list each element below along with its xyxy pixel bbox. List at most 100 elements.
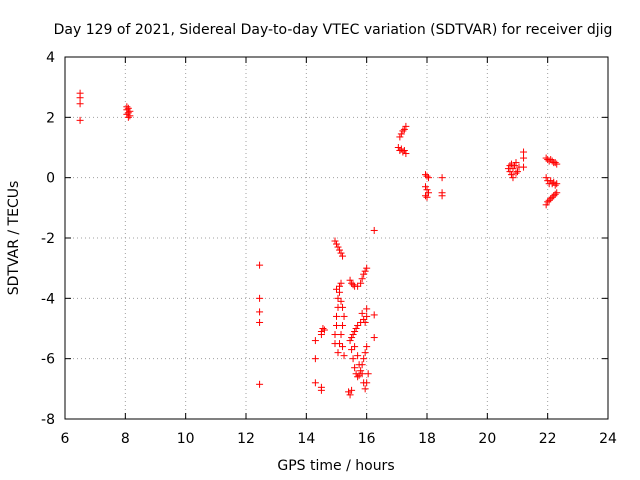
y-tick-label: 0 [46,171,55,187]
data-point [544,198,552,206]
data-point [319,325,327,332]
data-point [339,321,347,329]
data-point [363,379,371,387]
data-point [349,281,357,289]
data-point [336,282,344,290]
data-point [256,261,264,269]
data-point [402,150,410,158]
data-point [256,380,264,388]
data-point [400,125,408,133]
y-axis-label: SDTVAR / TECUs [6,181,22,296]
data-point [76,100,84,108]
data-point [512,169,520,177]
data-point [336,246,344,254]
data-point [548,193,556,201]
data-point [352,325,360,332]
data-point [333,240,340,248]
y-tick-label: 4 [46,50,55,66]
data-point [317,386,325,394]
data-point [349,355,357,363]
data-point [339,303,347,311]
data-point [421,171,429,179]
data-point [363,264,371,272]
data-point [351,364,359,372]
data-point [357,367,365,375]
data-point [507,171,515,179]
data-point [396,133,404,141]
data-point [334,349,342,357]
grid [65,57,608,419]
data-point [361,318,369,326]
data-point [512,159,520,167]
data-point [370,334,378,342]
data-point [370,226,378,234]
data-point [506,168,514,176]
data-point [400,147,408,155]
data-point [346,276,354,284]
data-point [547,177,555,185]
data-point [346,391,354,399]
data-point [438,174,446,182]
data-point [399,148,407,156]
data-point [402,122,410,130]
y-tick-label: -4 [41,291,55,307]
data-point [348,279,356,287]
data-point [394,144,402,151]
y-tick-label: -8 [41,412,55,428]
data-point [514,168,521,176]
data-point [354,373,362,381]
data-point [363,312,371,320]
data-point [360,270,368,278]
data-point [333,312,340,320]
x-tick-label: 18 [418,431,436,447]
data-point [550,192,558,200]
data-point [317,331,325,339]
data-point [358,309,366,317]
data-point [357,279,365,287]
data-point [352,370,360,378]
data-point [351,343,359,351]
data-point [348,346,356,354]
data-point [506,162,514,170]
data-point [123,110,131,118]
data-point [331,331,339,339]
data-point [363,305,371,313]
data-point [509,165,517,173]
data-point [333,285,340,293]
data-points [76,89,561,399]
data-point [364,370,372,378]
data-point [256,318,264,326]
data-point [354,321,362,329]
data-point [334,294,342,302]
data-point [337,249,345,257]
data-point [311,379,319,387]
data-point [421,192,429,200]
data-point [311,337,319,345]
y-tick-label: -2 [41,231,55,247]
data-point [397,130,405,138]
data-point [361,349,369,357]
data-point [542,174,550,182]
data-point [337,331,345,339]
data-point [126,112,134,120]
data-point [320,326,328,334]
data-point [339,252,347,260]
data-point [550,178,558,186]
data-point [399,127,407,135]
data-point [551,181,559,189]
data-point [337,279,345,287]
data-point [331,237,339,245]
data-point [124,113,132,121]
data-point [423,172,431,180]
data-point [363,343,371,351]
data-point [345,388,353,396]
data-point [360,355,368,363]
x-tick-label: 12 [237,431,255,447]
data-point [334,243,342,251]
data-point [256,308,264,316]
data-point [509,174,517,182]
data-point [354,352,362,360]
